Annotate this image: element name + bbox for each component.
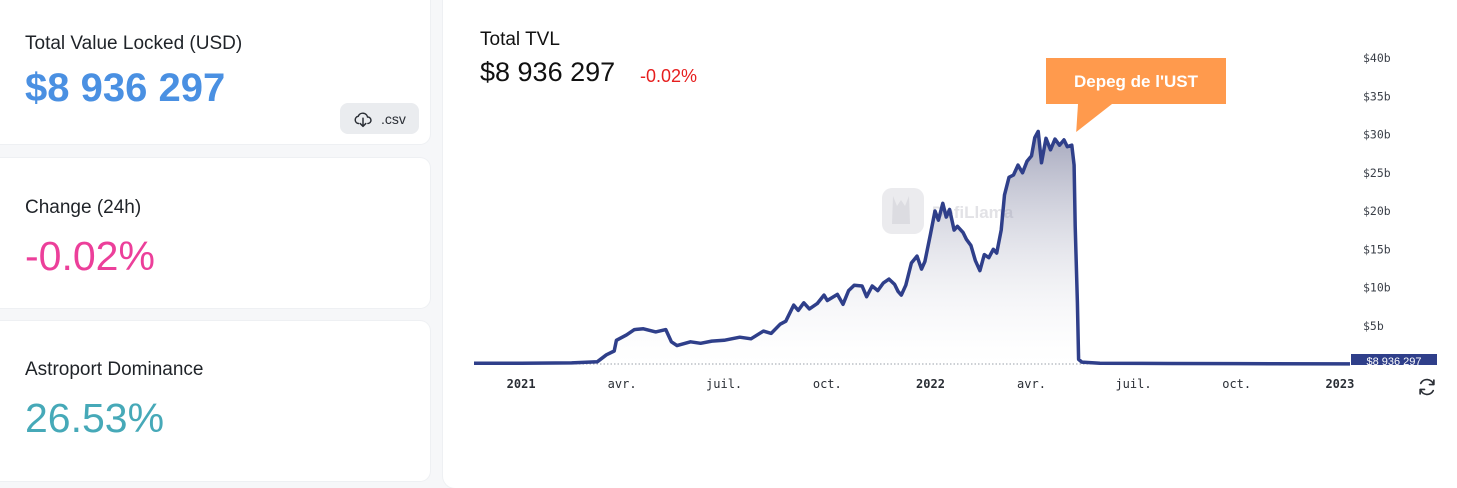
y-tick-label: $40b [1363, 51, 1391, 65]
y-tick-label: $30b [1363, 128, 1391, 142]
chart-title: Total TVL [480, 29, 560, 50]
download-csv-button[interactable]: .csv [340, 103, 419, 134]
refresh-icon [1419, 378, 1435, 396]
x-tick-label: 2023 [1325, 377, 1354, 391]
tvl-label: Total Value Locked (USD) [25, 33, 243, 54]
current-value-tag-text: $8 936 297 [1366, 356, 1421, 368]
x-tick-label: oct. [1222, 377, 1251, 391]
dominance-value: 26.53% [25, 395, 165, 441]
x-tick-label: juil. [706, 377, 742, 391]
dominance-card: Astroport Dominance 26.53% [0, 321, 430, 481]
chart-total-value: $8 936 297 [480, 57, 616, 87]
depeg-annotation: Depeg de l'UST [1046, 58, 1226, 132]
x-tick-label: avr. [608, 377, 637, 391]
tvl-series-line [474, 129, 1351, 366]
y-tick-label: $5b [1363, 319, 1384, 333]
tvl-area [474, 131, 1350, 364]
llama-logo-icon [882, 188, 924, 234]
x-tick-label: juil. [1115, 377, 1151, 391]
change-card: Change (24h) -0.02% [0, 158, 430, 308]
annotation-text: Depeg de l'UST [1074, 72, 1199, 91]
tvl-card: Total Value Locked (USD) $8 936 297 [0, 0, 430, 144]
change-label: Change (24h) [25, 197, 142, 218]
x-tick-label: oct. [813, 377, 842, 391]
current-value-tag: $8 936 297 [1351, 354, 1437, 368]
y-tick-label: $20b [1363, 204, 1391, 218]
tvl-chart[interactable]: DefiLlama $5b$10b$15b$20b$25b$30b$35b$40… [0, 0, 1457, 468]
x-tick-label: avr. [1017, 377, 1046, 391]
cloud-download-icon [354, 111, 372, 127]
y-tick-label: $10b [1363, 281, 1391, 295]
y-tick-label: $15b [1363, 242, 1391, 256]
y-tick-label: $35b [1363, 89, 1391, 103]
change-value: -0.02% [25, 233, 155, 279]
chart-change: -0.02% [640, 66, 698, 86]
y-tick-label: $25b [1363, 166, 1391, 180]
x-tick-label: 2021 [507, 377, 536, 391]
refresh-button[interactable] [1415, 376, 1439, 400]
tvl-value: $8 936 297 [25, 66, 226, 110]
x-tick-label: 2022 [916, 377, 945, 391]
dominance-label: Astroport Dominance [25, 359, 204, 380]
csv-label: .csv [381, 110, 406, 127]
